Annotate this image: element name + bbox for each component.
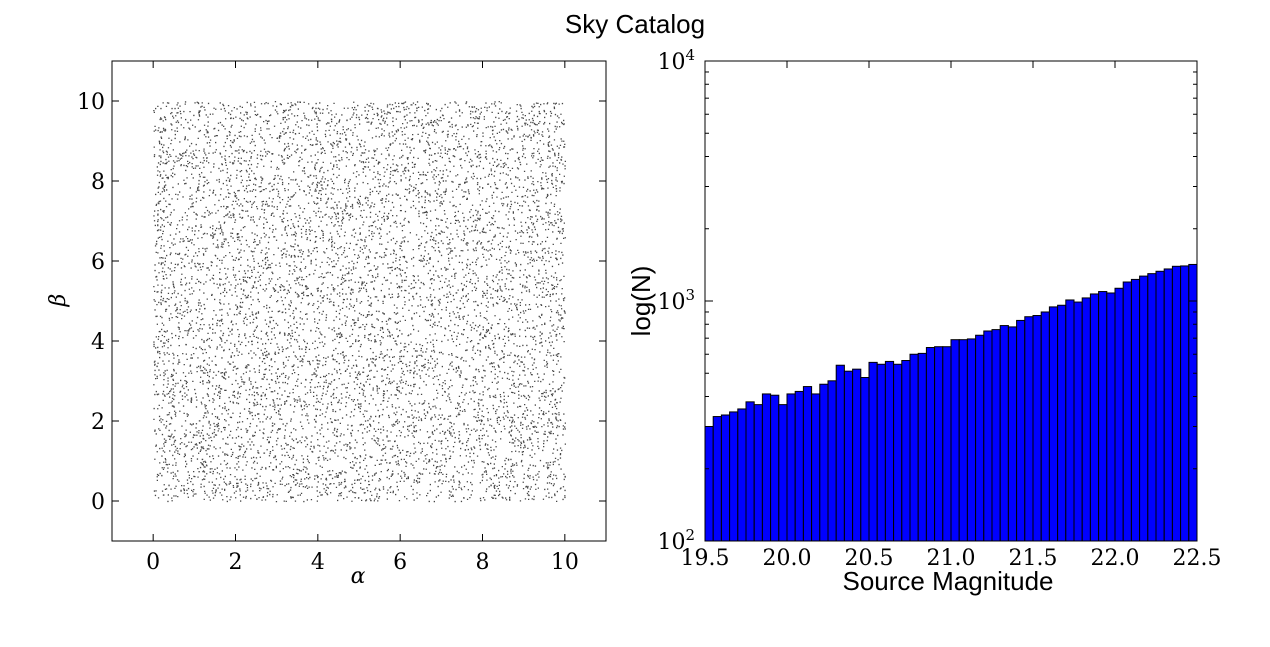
histogram-x-tick-label: 21.0 bbox=[927, 546, 976, 571]
scatter-x-tick-label: 4 bbox=[311, 550, 325, 575]
histogram-bar bbox=[1188, 263, 1198, 542]
histogram-bar bbox=[778, 404, 788, 542]
histogram-bar bbox=[1065, 299, 1075, 542]
histogram-bar bbox=[975, 334, 985, 542]
histogram-bar bbox=[1007, 326, 1018, 542]
histogram-panel: 19.5 20.0 20.5 21.0 21.5 22.0 22.5 102 103 104 So… bbox=[626, 46, 1221, 596]
histogram-bar bbox=[1016, 319, 1026, 542]
scatter-points bbox=[153, 101, 566, 503]
histogram-bar bbox=[1147, 273, 1157, 542]
histogram-x-tick-label: 22.5 bbox=[1173, 546, 1222, 571]
histogram-bar bbox=[1040, 311, 1050, 542]
histogram-bar bbox=[1122, 281, 1132, 542]
histogram-bar bbox=[934, 346, 944, 542]
histogram-bar bbox=[712, 416, 722, 542]
histogram-bar bbox=[753, 404, 763, 542]
scatter-y-label: β bbox=[46, 294, 71, 308]
histogram-bar bbox=[909, 353, 919, 542]
histogram-bar bbox=[852, 368, 862, 542]
histogram-bar bbox=[761, 393, 772, 542]
scatter-y-tick-label: 4 bbox=[91, 330, 105, 355]
histogram-bar bbox=[729, 411, 739, 542]
histogram-bar bbox=[942, 346, 952, 542]
histogram-bar bbox=[1155, 270, 1165, 542]
histogram-bar bbox=[868, 361, 878, 542]
histogram-bar bbox=[876, 363, 886, 542]
histogram-x-tick-label: 20.5 bbox=[845, 546, 894, 571]
histogram-bar bbox=[1024, 316, 1034, 542]
histogram-bar bbox=[827, 380, 837, 542]
histogram-bar bbox=[1130, 278, 1141, 542]
scatter-panel: 0 2 4 6 8 10 0 2 4 6 8 10 α β bbox=[46, 60, 607, 589]
scatter-x-tick-label: 10 bbox=[551, 550, 579, 575]
histogram-bar bbox=[835, 364, 845, 542]
histogram-y-label: log(N) bbox=[626, 266, 656, 337]
histogram-bar bbox=[1171, 265, 1182, 542]
scatter-y-tick-label: 2 bbox=[91, 410, 105, 435]
scatter-x-tick-label: 0 bbox=[146, 550, 160, 575]
histogram-bar bbox=[884, 360, 895, 542]
histogram-x-tick-label: 21.5 bbox=[1009, 546, 1058, 571]
histogram-bar bbox=[1180, 265, 1190, 542]
histogram-bar bbox=[843, 370, 854, 542]
histogram-bar bbox=[1089, 293, 1100, 542]
scatter-y-tick-label: 6 bbox=[91, 250, 105, 275]
histogram-bar bbox=[1163, 268, 1173, 542]
scatter-ticks: 0 2 4 6 8 10 0 2 4 6 8 10 bbox=[77, 61, 606, 575]
histogram-bar bbox=[893, 363, 903, 542]
histogram-bar bbox=[999, 325, 1009, 542]
histogram-x-tick-label: 22.0 bbox=[1091, 546, 1140, 571]
histogram-bar bbox=[958, 339, 968, 542]
histogram-bar bbox=[983, 330, 993, 542]
histogram-bar bbox=[950, 339, 960, 542]
histogram-bar bbox=[704, 425, 714, 542]
histogram-bars bbox=[704, 263, 1198, 542]
histogram-bar bbox=[917, 352, 927, 542]
histogram-bar bbox=[1032, 315, 1042, 542]
histogram-ticks: 19.5 20.0 20.5 21.0 21.5 22.0 22.5 102 103 104 bbox=[657, 46, 1221, 571]
histogram-bar bbox=[770, 394, 780, 542]
histogram-bar bbox=[1139, 275, 1149, 542]
histogram-bar bbox=[925, 347, 936, 542]
histogram-bar bbox=[1114, 287, 1124, 542]
histogram-y-tick-label: 104 bbox=[657, 46, 695, 75]
scatter-frame bbox=[111, 60, 607, 542]
histogram-bar bbox=[794, 390, 804, 542]
scatter-x-tick-label: 8 bbox=[476, 550, 490, 575]
histogram-y-tick-label: 102 bbox=[657, 526, 695, 555]
histogram-bar bbox=[786, 393, 796, 542]
scatter-x-label: α bbox=[351, 564, 366, 589]
histogram-bar bbox=[802, 386, 813, 542]
histogram-bar bbox=[811, 393, 821, 542]
histogram-bar bbox=[991, 329, 1001, 542]
histogram-bar bbox=[720, 414, 731, 542]
histogram-bar bbox=[901, 360, 911, 542]
figure-title: Sky Catalog bbox=[565, 9, 705, 39]
histogram-bar bbox=[819, 383, 829, 542]
histogram-bar bbox=[745, 401, 755, 542]
histogram-y-tick-label: 103 bbox=[657, 286, 695, 315]
scatter-x-tick-label: 6 bbox=[393, 550, 407, 575]
histogram-x-tick-label: 20.0 bbox=[763, 546, 812, 571]
scatter-point-cloud bbox=[153, 101, 566, 503]
histogram-bar bbox=[1106, 292, 1116, 542]
scatter-x-tick-label: 2 bbox=[229, 550, 243, 575]
histogram-x-label: Source Magnitude bbox=[842, 566, 1053, 596]
histogram-bar bbox=[1057, 304, 1067, 542]
histogram-bar bbox=[860, 377, 870, 542]
histogram-bar bbox=[1081, 297, 1091, 542]
scatter-y-tick-label: 0 bbox=[91, 490, 105, 515]
histogram-bar bbox=[1098, 291, 1108, 542]
scatter-y-tick-label: 10 bbox=[77, 90, 105, 115]
histogram-bar bbox=[1048, 306, 1059, 542]
scatter-y-tick-label: 8 bbox=[91, 170, 105, 195]
histogram-bar bbox=[1073, 301, 1083, 542]
histogram-x-tick-label: 19.5 bbox=[681, 546, 730, 571]
histogram-bar bbox=[737, 408, 747, 542]
histogram-bar bbox=[966, 338, 977, 542]
